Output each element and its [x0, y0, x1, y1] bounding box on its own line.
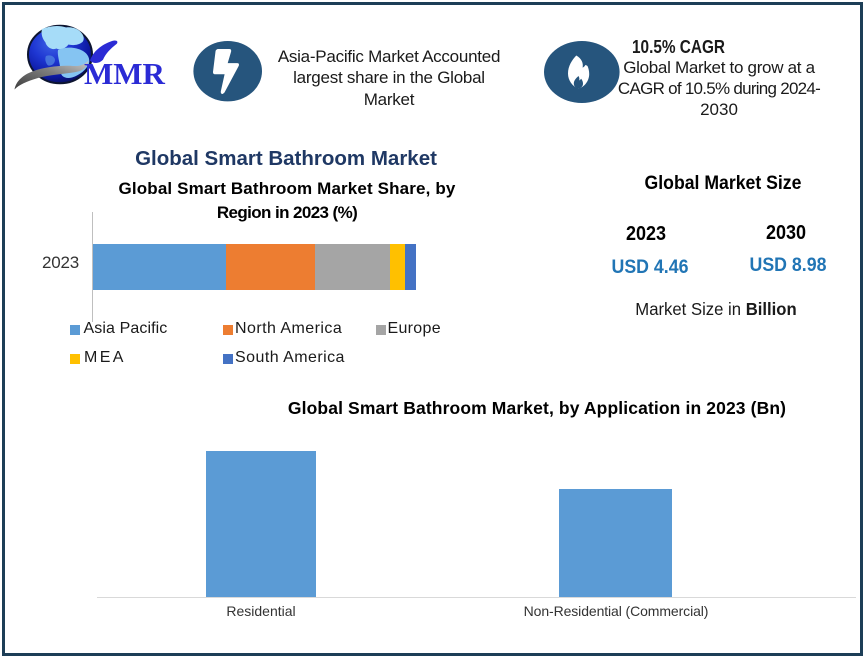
svg-text:MMR: MMR	[84, 56, 166, 91]
